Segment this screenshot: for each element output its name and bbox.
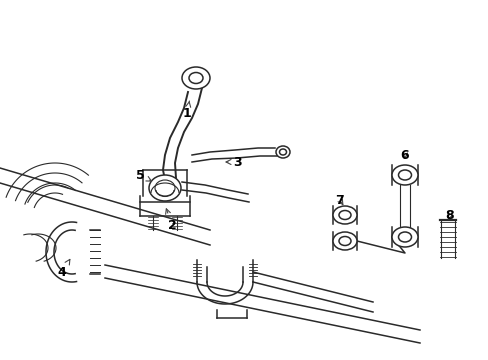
Text: 3: 3 (225, 156, 242, 168)
Ellipse shape (332, 232, 356, 250)
Ellipse shape (332, 206, 356, 224)
Ellipse shape (149, 175, 181, 201)
Ellipse shape (391, 227, 417, 247)
Text: 1: 1 (182, 101, 191, 120)
Text: 2: 2 (165, 209, 176, 231)
Text: 6: 6 (400, 149, 408, 162)
Text: 8: 8 (445, 208, 453, 221)
Ellipse shape (182, 67, 209, 89)
Text: 7: 7 (335, 194, 344, 207)
Ellipse shape (391, 165, 417, 185)
Text: 4: 4 (58, 260, 70, 279)
Text: 5: 5 (135, 168, 151, 181)
Ellipse shape (275, 146, 289, 158)
